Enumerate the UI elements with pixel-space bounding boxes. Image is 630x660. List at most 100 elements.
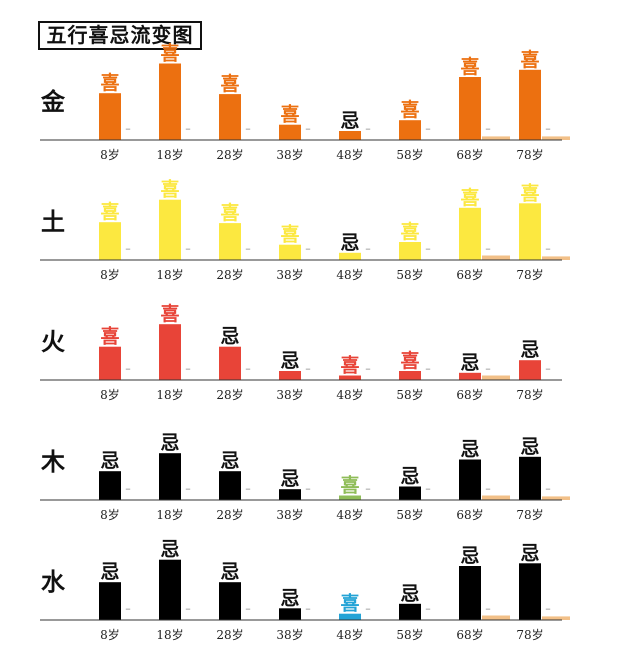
bar-label-2-5: 喜 <box>400 350 419 372</box>
minor-marker-1-3: – <box>305 242 311 255</box>
bar-label-3-3: 忌 <box>280 468 299 490</box>
bar-label-3-2: 忌 <box>220 450 239 472</box>
bar-2-4 <box>339 375 361 380</box>
bar-4-2 <box>219 582 241 620</box>
bar-label-4-6: 忌 <box>460 545 479 567</box>
minor-marker-2-2: – <box>245 362 251 375</box>
bar-label-1-5: 喜 <box>400 221 419 243</box>
tick-label-1-0: 8岁 <box>100 267 120 282</box>
secondary-bar-0-6 <box>482 136 510 140</box>
tick-label-4-1: 18岁 <box>156 627 183 642</box>
bar-label-2-0: 喜 <box>100 326 119 348</box>
tick-label-3-3: 38岁 <box>276 507 303 522</box>
element-label-0: 金 <box>40 87 66 116</box>
tick-label-4-2: 28岁 <box>216 627 243 642</box>
bar-2-3 <box>279 371 301 380</box>
bar-label-2-2: 忌 <box>220 326 239 348</box>
minor-marker-0-6: – <box>485 122 491 135</box>
element-label-4: 水 <box>41 567 66 596</box>
bar-label-2-3: 忌 <box>280 350 299 372</box>
tick-label-4-5: 58岁 <box>396 627 423 642</box>
bar-4-3 <box>279 608 301 620</box>
bar-4-1 <box>159 559 181 620</box>
minor-marker-0-4: – <box>365 122 371 135</box>
minor-marker-3-6: – <box>485 482 491 495</box>
bar-2-2 <box>219 346 241 380</box>
bar-label-4-3: 忌 <box>280 587 299 609</box>
bar-4-0 <box>99 582 121 620</box>
tick-label-3-0: 8岁 <box>100 507 120 522</box>
minor-marker-3-4: – <box>365 482 371 495</box>
minor-marker-1-2: – <box>245 242 251 255</box>
chart-title: 五行喜忌流变图 <box>38 21 202 50</box>
minor-marker-3-7: – <box>545 482 551 495</box>
secondary-bar-1-7 <box>542 256 570 260</box>
tick-label-2-5: 58岁 <box>396 387 423 402</box>
minor-marker-2-4: – <box>365 362 371 375</box>
minor-marker-1-1: – <box>185 242 191 255</box>
minor-marker-2-1: – <box>185 362 191 375</box>
tick-label-0-0: 8岁 <box>100 147 120 162</box>
bar-label-2-4: 喜 <box>340 355 359 377</box>
tick-label-2-0: 8岁 <box>100 387 120 402</box>
minor-marker-4-4: – <box>365 602 371 615</box>
tick-label-0-6: 68岁 <box>456 147 483 162</box>
minor-marker-1-0: – <box>125 242 131 255</box>
bar-label-1-2: 喜 <box>220 202 239 224</box>
bar-0-5 <box>399 120 421 140</box>
tick-label-0-4: 48岁 <box>336 147 363 162</box>
minor-marker-4-2: – <box>245 602 251 615</box>
tick-label-3-4: 48岁 <box>336 507 363 522</box>
bar-1-5 <box>399 242 421 260</box>
element-label-1: 土 <box>41 207 65 236</box>
tick-label-1-1: 18岁 <box>156 267 183 282</box>
secondary-bar-3-7 <box>542 496 570 500</box>
minor-marker-2-6: – <box>485 362 491 375</box>
minor-marker-4-6: – <box>485 602 491 615</box>
bar-1-3 <box>279 244 301 260</box>
minor-marker-3-3: – <box>305 482 311 495</box>
tick-label-1-6: 68岁 <box>456 267 483 282</box>
tick-label-2-7: 78岁 <box>516 387 543 402</box>
tick-label-0-5: 58岁 <box>396 147 423 162</box>
bar-label-4-0: 忌 <box>100 561 119 583</box>
bar-0-3 <box>279 124 301 140</box>
bar-label-0-5: 喜 <box>400 99 419 121</box>
bar-0-4 <box>339 131 361 140</box>
bar-3-2 <box>219 471 241 500</box>
bar-label-1-1: 喜 <box>160 179 179 201</box>
bar-2-1 <box>159 324 181 380</box>
minor-marker-3-0: – <box>125 482 131 495</box>
bar-label-0-2: 喜 <box>220 73 239 95</box>
bar-label-0-4: 忌 <box>340 110 359 132</box>
secondary-bar-1-6 <box>482 255 510 260</box>
bar-1-6 <box>459 207 481 260</box>
minor-marker-1-5: – <box>425 242 431 255</box>
tick-label-2-2: 28岁 <box>216 387 243 402</box>
tick-label-1-2: 28岁 <box>216 267 243 282</box>
bar-1-1 <box>159 199 181 260</box>
bar-label-0-1: 喜 <box>160 43 179 65</box>
tick-label-3-6: 68岁 <box>456 507 483 522</box>
bar-4-4 <box>339 613 361 620</box>
bar-4-7 <box>519 563 541 620</box>
bar-2-5 <box>399 371 421 380</box>
tick-label-3-1: 18岁 <box>156 507 183 522</box>
minor-marker-0-2: – <box>245 122 251 135</box>
bar-label-4-5: 忌 <box>400 583 419 605</box>
secondary-bar-4-6 <box>482 615 510 620</box>
bar-label-4-2: 忌 <box>220 561 239 583</box>
minor-marker-3-2: – <box>245 482 251 495</box>
bar-3-7 <box>519 456 541 500</box>
minor-marker-2-7: – <box>545 362 551 375</box>
bar-label-0-6: 喜 <box>460 56 479 78</box>
tick-label-1-3: 38岁 <box>276 267 303 282</box>
minor-marker-4-3: – <box>305 602 311 615</box>
minor-marker-4-7: – <box>545 602 551 615</box>
minor-marker-0-0: – <box>125 122 131 135</box>
bar-2-0 <box>99 346 121 380</box>
bar-2-7 <box>519 360 541 380</box>
secondary-bar-3-6 <box>482 495 510 500</box>
tick-label-0-3: 38岁 <box>276 147 303 162</box>
